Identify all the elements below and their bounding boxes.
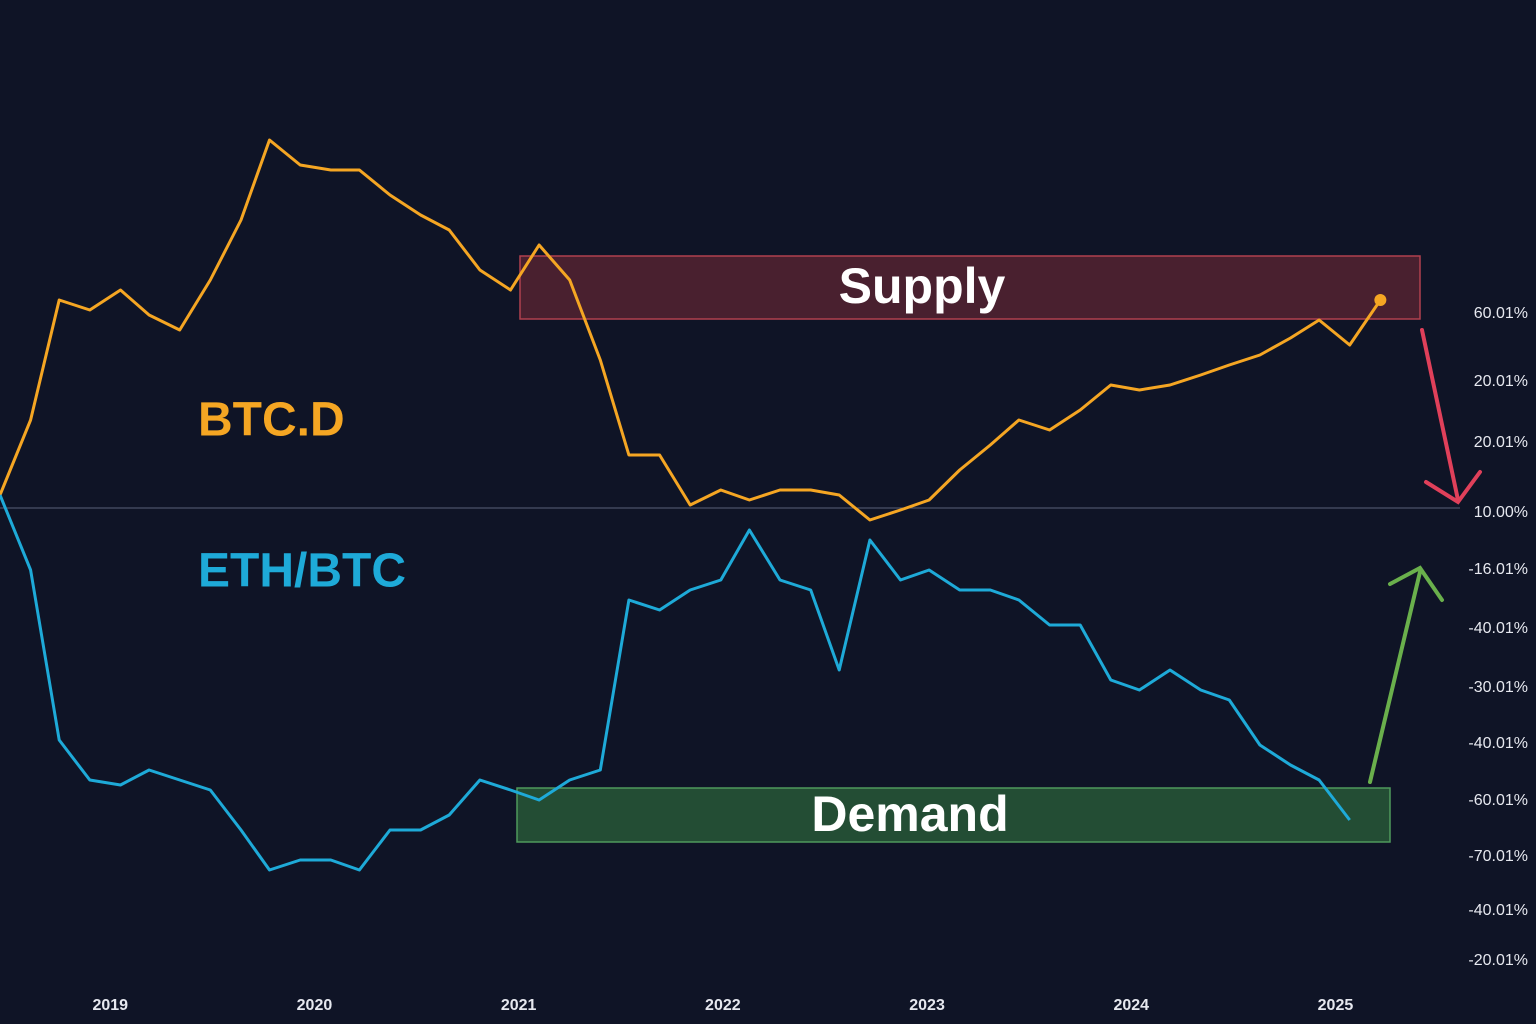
series-line	[0, 138, 1382, 522]
demand-zone	[516, 787, 1391, 843]
series-label: ETH/BTC	[198, 545, 406, 598]
y-tick-label: -70.01%	[1468, 848, 1528, 865]
series-label: BTC.D	[198, 394, 345, 447]
up-arrow	[1368, 565, 1444, 784]
supply-zone	[519, 255, 1421, 320]
x-tick-label: 2019	[92, 997, 128, 1014]
y-tick-label: -40.01%	[1468, 735, 1528, 752]
y-tick-label: -40.01%	[1468, 620, 1528, 637]
x-tick-label: 2025	[1318, 997, 1354, 1014]
x-tick-label: 2021	[501, 997, 537, 1014]
y-tick-label: -20.01%	[1468, 952, 1528, 969]
y-tick-label: 60.01%	[1474, 305, 1528, 322]
y-tick-label: 20.01%	[1474, 434, 1528, 451]
supply-label: Supply	[839, 258, 1006, 314]
series-line	[0, 494, 1351, 872]
y-tick-label: -30.01%	[1468, 679, 1528, 696]
y-tick-label: -60.01%	[1468, 792, 1528, 809]
end-dot	[1374, 294, 1387, 306]
y-tick-label: 10.00%	[1474, 504, 1528, 521]
x-tick-label: 2022	[705, 997, 741, 1014]
x-tick-label: 2020	[297, 997, 333, 1014]
x-tick-label: 2024	[1113, 997, 1149, 1014]
x-tick-label: 2023	[909, 997, 945, 1014]
lines	[0, 138, 1387, 872]
down-arrow	[1420, 328, 1482, 505]
y-tick-label: 20.01%	[1474, 373, 1528, 390]
y-tick-label: -16.01%	[1468, 561, 1528, 578]
y-tick-label: -40.01%	[1468, 902, 1528, 919]
demand-label: Demand	[811, 786, 1008, 842]
